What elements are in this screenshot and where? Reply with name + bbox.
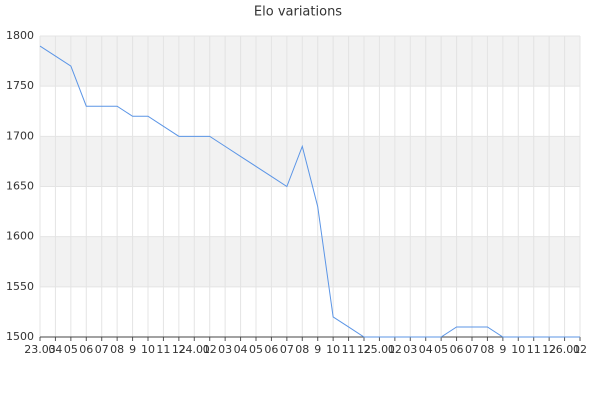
x-tick-label: 06 (79, 343, 93, 356)
x-tick-label: 08 (110, 343, 124, 356)
y-tick-label: 1500 (6, 330, 34, 343)
x-tick-label: 12 (172, 343, 186, 356)
x-tick-label: 04 (48, 343, 62, 356)
x-tick-label: 02 (388, 343, 402, 356)
y-tick-label: 1700 (6, 129, 34, 142)
x-tick-label: 05 (64, 343, 78, 356)
grid-band (40, 36, 580, 87)
x-tick-label: 08 (295, 343, 309, 356)
y-tick-label: 1650 (6, 180, 34, 193)
x-tick-label: 9 (129, 343, 136, 356)
x-tick-label: 07 (95, 343, 109, 356)
x-tick-label: 11 (342, 343, 356, 356)
y-tick-label: 1800 (6, 29, 34, 42)
x-tick-label: 02 (203, 343, 217, 356)
x-tick-label: 10 (326, 343, 340, 356)
grid-band (40, 136, 580, 187)
chart-title: Elo variations (254, 5, 342, 20)
x-tick-label: 9 (499, 343, 506, 356)
x-tick-label: 06 (264, 343, 278, 356)
x-tick-label: 25.01 (364, 343, 396, 356)
x-tick-label: 11 (156, 343, 170, 356)
grid-band (40, 236, 580, 287)
x-tick-label: 04 (419, 343, 433, 356)
x-tick-label: 03 (218, 343, 232, 356)
x-tick-label: 11 (527, 343, 541, 356)
x-tick-label: 03 (403, 343, 417, 356)
x-tick-label: 26.01 (549, 343, 581, 356)
y-tick-label: 1750 (6, 79, 34, 92)
x-tick-label: 08 (480, 343, 494, 356)
x-tick-label: 02 (573, 343, 587, 356)
x-tick-label: 07 (280, 343, 294, 356)
x-tick-label: 9 (314, 343, 321, 356)
y-tick-label: 1550 (6, 280, 34, 293)
x-tick-label: 12 (542, 343, 556, 356)
x-tick-label: 10 (141, 343, 155, 356)
x-tick-label: 06 (450, 343, 464, 356)
line (39, 45, 580, 338)
x-tick-label: 24.01 (179, 343, 211, 356)
x-tick-label: 04 (234, 343, 248, 356)
y-tick-label: 1600 (6, 230, 34, 243)
x-tick-label: 05 (434, 343, 448, 356)
x-tick-label: 10 (511, 343, 525, 356)
x-tick-label: 05 (249, 343, 263, 356)
x-tick-label: 23.03 (24, 343, 56, 356)
x-tick-label: 07 (465, 343, 479, 356)
x-tick-label: 12 (357, 343, 371, 356)
